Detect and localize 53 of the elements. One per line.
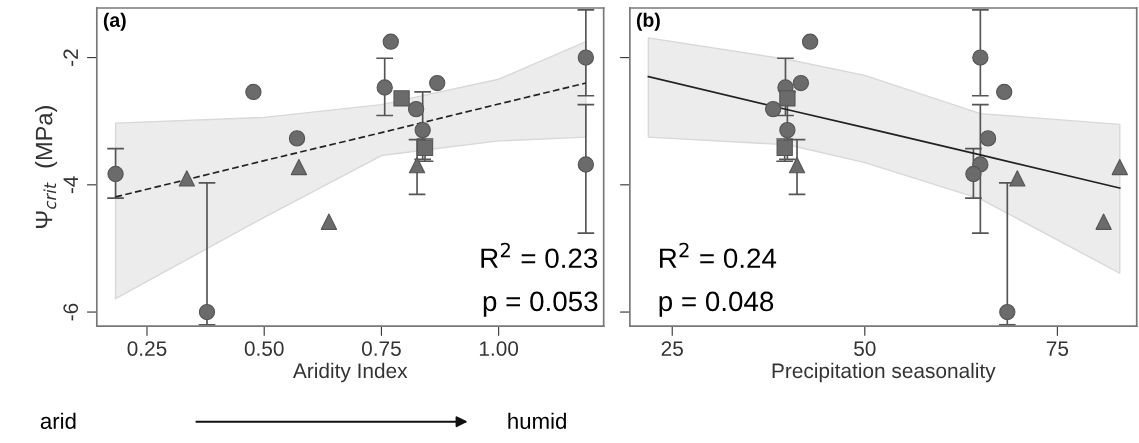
- x-axis-title: Precipitation seasonality: [772, 362, 996, 383]
- point: [776, 139, 793, 157]
- x-tick-label: 75: [1046, 341, 1069, 356]
- point: [788, 156, 806, 174]
- text: humid: [508, 412, 566, 430]
- y-tick-label: -6: [63, 303, 79, 321]
- point: [577, 156, 595, 173]
- point: [972, 49, 989, 66]
- point: [1009, 170, 1026, 187]
- annotation: (a): [103, 12, 126, 31]
- x-axis-title: Aridity Index: [292, 362, 408, 383]
- point: [429, 74, 446, 92]
- point: [414, 121, 431, 139]
- point: [792, 74, 810, 92]
- point: [996, 83, 1013, 101]
- point: [779, 90, 796, 107]
- point: [801, 33, 819, 50]
- y-tick-label: -4: [63, 176, 78, 194]
- point: [376, 79, 393, 96]
- point: [382, 33, 399, 50]
- annotation: R$^{2}$ = 0.23: [481, 242, 598, 269]
- point: [577, 49, 595, 66]
- x-tick-label: 1.00: [479, 341, 519, 356]
- point: [408, 156, 426, 174]
- point: [245, 83, 262, 101]
- x-tick-label: 0.50: [244, 341, 284, 356]
- point: [1095, 213, 1112, 230]
- point: [965, 165, 982, 183]
- point: [764, 100, 782, 118]
- point: [288, 130, 306, 147]
- x-tick-label: 0.75: [361, 341, 401, 356]
- point: [407, 100, 425, 118]
- annotation: p = 0.048: [659, 291, 774, 317]
- x-tick-label: 0.25: [127, 341, 167, 356]
- text: arid: [40, 412, 76, 430]
- y-tick-label: -2: [63, 49, 78, 66]
- point: [779, 121, 796, 139]
- point: [999, 303, 1016, 321]
- point: [107, 165, 124, 183]
- annotation: R$^{2}$ = 0.24: [660, 242, 777, 269]
- point: [198, 303, 216, 321]
- line-series: [114, 82, 587, 198]
- point: [320, 213, 338, 230]
- x-tick-label: 25: [661, 341, 683, 356]
- annotation: p = 0.053: [483, 291, 598, 317]
- y-axis-title: Ψ$_{crit}$ (MPa): [35, 106, 58, 228]
- point: [979, 130, 997, 147]
- x-tick-label: 50: [854, 341, 876, 356]
- point: [1111, 158, 1128, 176]
- point: [393, 90, 410, 107]
- point: [178, 170, 196, 187]
- annotation: (b): [636, 12, 660, 31]
- point: [290, 158, 308, 176]
